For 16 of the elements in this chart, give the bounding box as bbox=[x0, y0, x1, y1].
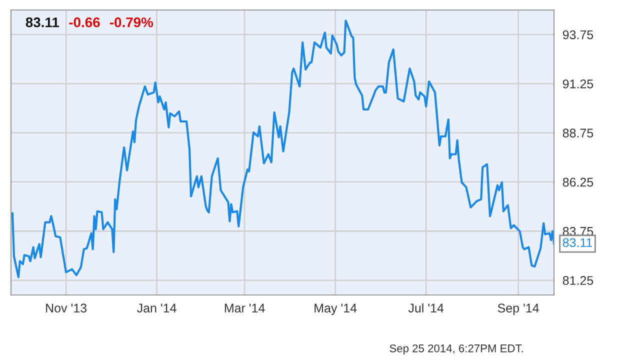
annotation: 83.11 bbox=[562, 238, 592, 248]
text: Sep 25 2014, 6:27PM EDT. bbox=[390, 344, 523, 355]
x-tick-label: Jan '14 bbox=[137, 304, 176, 313]
annotation: -0.79% bbox=[110, 17, 154, 28]
y-tick-label: 86.25 bbox=[562, 178, 594, 187]
x-tick-label: Nov '13 bbox=[46, 304, 86, 313]
x-tick-label: Sep '14 bbox=[498, 304, 539, 315]
x-tick-label: May '14 bbox=[314, 304, 357, 315]
y-tick-label: 91.25 bbox=[562, 80, 594, 88]
annotation: -0.66 bbox=[69, 17, 100, 28]
y-tick-label: 81.25 bbox=[562, 276, 594, 285]
y-tick-label: 93.75 bbox=[562, 30, 594, 40]
x-tick-label: Jul '14 bbox=[408, 303, 444, 313]
annotation: 83.11 bbox=[26, 17, 60, 28]
x-tick-label: Mar '14 bbox=[224, 304, 265, 313]
y-tick-label: 88.75 bbox=[562, 128, 594, 138]
